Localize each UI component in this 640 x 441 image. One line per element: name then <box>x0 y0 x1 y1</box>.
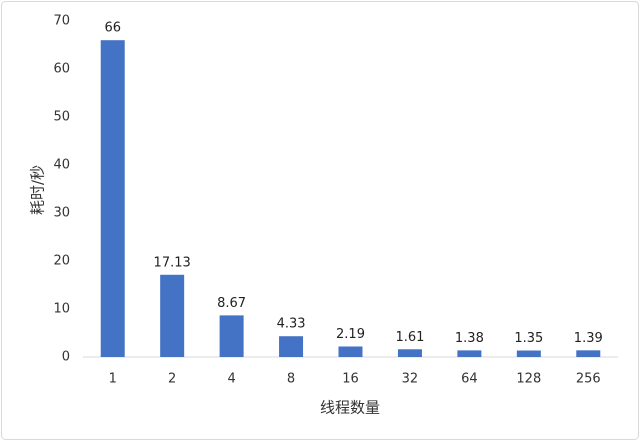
x-tick-label: 128 <box>516 372 541 387</box>
x-tick-label: 8 <box>287 372 295 387</box>
y-tick-label: 60 <box>53 62 70 77</box>
bar <box>576 350 601 357</box>
data-label: 1.38 <box>455 331 484 346</box>
x-tick-label: 64 <box>461 372 478 387</box>
y-tick-label: 50 <box>53 110 70 125</box>
data-label: 1.61 <box>395 330 424 345</box>
data-label: 1.35 <box>514 331 543 346</box>
bar <box>457 350 482 357</box>
x-tick-label: 256 <box>576 372 601 387</box>
x-tick-label: 4 <box>227 372 235 387</box>
bar <box>516 350 541 357</box>
data-label: 4.33 <box>277 317 306 332</box>
data-label: 17.13 <box>154 255 191 270</box>
x-axis-title: 线程数量 <box>320 399 380 417</box>
y-tick-label: 10 <box>53 302 70 317</box>
bar <box>160 274 185 357</box>
bar <box>100 40 125 357</box>
bar <box>219 315 244 357</box>
bar <box>397 349 422 357</box>
data-label: 8.67 <box>217 296 246 311</box>
y-axis-title: 耗时/秒 <box>29 165 47 215</box>
x-tick-label: 16 <box>342 372 359 387</box>
y-tick-label: 20 <box>53 254 70 269</box>
data-label: 1.39 <box>574 331 603 346</box>
y-tick-label: 70 <box>53 14 70 29</box>
x-tick-label: 32 <box>402 372 419 387</box>
bar <box>338 346 363 357</box>
y-tick-label: 0 <box>62 350 70 365</box>
data-label: 66 <box>104 21 121 36</box>
y-tick-label: 40 <box>53 158 70 173</box>
bar <box>279 336 304 357</box>
y-tick-label: 30 <box>53 206 70 221</box>
x-tick-label: 2 <box>168 372 176 387</box>
x-tick-label: 1 <box>109 372 117 387</box>
data-label: 2.19 <box>336 327 365 342</box>
